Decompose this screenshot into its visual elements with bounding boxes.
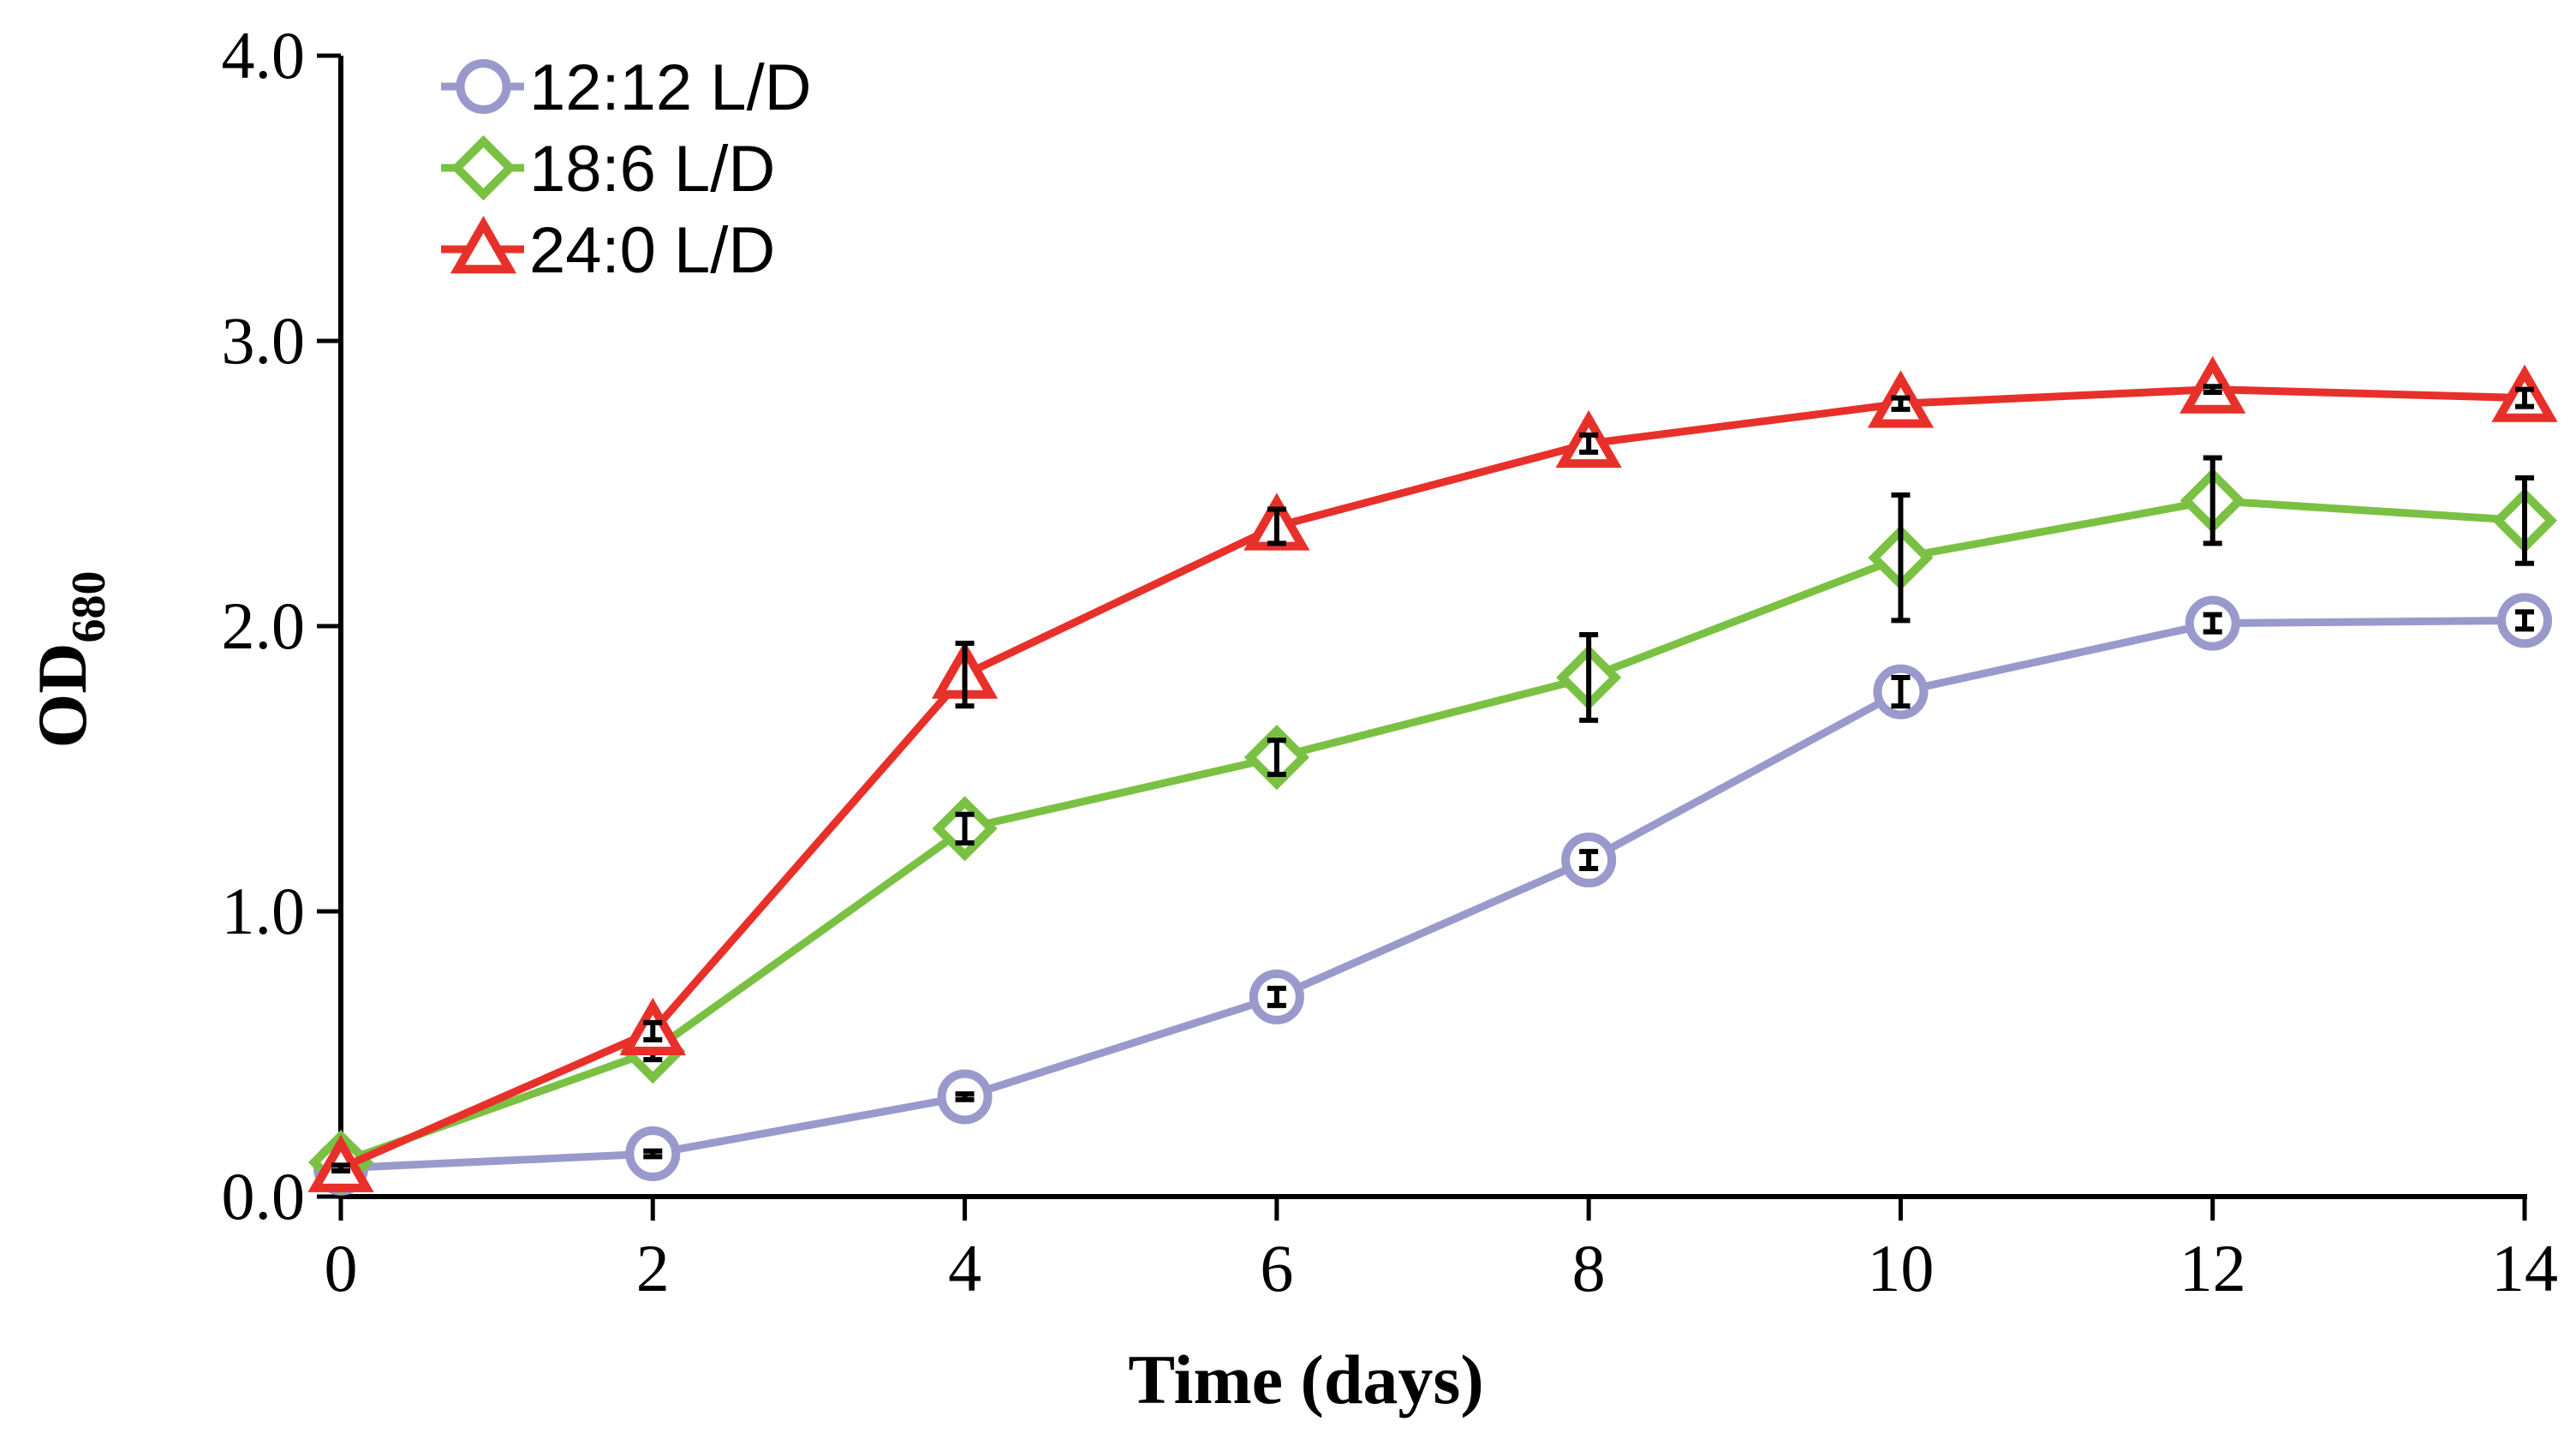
error-bar-18-6-l-d <box>2515 475 2534 566</box>
error-bar-12-12-l-d <box>1267 985 1286 1008</box>
legend-marker-diamond <box>450 134 516 201</box>
x-tick-label: 6 <box>1260 1231 1293 1305</box>
legend-entry-18-6-l-d: 18:6 L/D <box>441 133 775 206</box>
x-tick-label: 2 <box>636 1231 670 1305</box>
legend-entry-24-0-l-d: 24:0 L/D <box>441 214 775 287</box>
series-layer <box>307 355 2558 1196</box>
y-tick-label: 3.0 <box>222 303 306 378</box>
error-bar-18-6-l-d <box>1579 631 1599 723</box>
series-12-12-l-d <box>313 593 2552 1196</box>
x-tick-label: 8 <box>1572 1231 1606 1305</box>
legend-label: 12:12 L/D <box>529 51 812 124</box>
series-18-6-l-d <box>307 455 2558 1196</box>
error-bar-18-6-l-d <box>1267 737 1286 778</box>
error-bar-24-0-l-d <box>2203 384 2222 395</box>
error-bar-12-12-l-d <box>643 1148 663 1160</box>
y-axis-title-subscript: 680 <box>63 571 116 643</box>
legend-marker-circle <box>456 59 511 114</box>
series-line-18-6-l-d <box>339 496 2525 1167</box>
y-axis-ticks: 0.0 1.0 2.0 3.0 4.0 <box>222 18 341 1233</box>
error-bar-24-0-l-d <box>643 1019 663 1042</box>
legend-marker-triangle <box>450 215 517 274</box>
error-bar-24-0-l-d <box>1891 395 1911 412</box>
error-bar-18-6-l-d <box>1891 492 1911 624</box>
error-bar-12-12-l-d <box>2515 609 2534 632</box>
series-line-12-12-l-d <box>340 616 2525 1173</box>
x-axis-ticks: 0 2 4 6 8 10 12 14 <box>325 1197 2558 1305</box>
error-bar-24-0-l-d <box>331 1162 350 1174</box>
y-axis-title-main: OD <box>23 643 101 749</box>
legend: 12:12 L/D 18:6 L/D 24:0 L/D <box>441 51 812 287</box>
series-line-24-0-l-d <box>339 385 2525 1172</box>
error-bar-18-6-l-d <box>955 811 975 846</box>
error-bar-24-0-l-d <box>955 640 975 709</box>
x-tick-label: 0 <box>325 1231 358 1305</box>
y-tick-label: 2.0 <box>222 588 306 663</box>
y-axis-title: OD680 <box>23 571 116 749</box>
x-axis-title: Time (days) <box>1128 1340 1483 1418</box>
legend-entry-12-12-l-d: 12:12 L/D <box>441 51 812 124</box>
error-bar-24-0-l-d <box>1267 506 1286 546</box>
y-tick-label: 0.0 <box>222 1159 306 1233</box>
y-tick-label: 4.0 <box>222 18 306 93</box>
y-tick-label: 1.0 <box>222 874 306 948</box>
error-bar-12-12-l-d <box>955 1091 975 1102</box>
legend-label: 24:0 L/D <box>529 214 775 287</box>
series-24-0-l-d <box>307 355 2558 1192</box>
x-tick-label: 10 <box>1867 1231 1934 1305</box>
error-bar-24-0-l-d <box>1579 432 1599 455</box>
error-bar-12-12-l-d <box>2203 612 2222 635</box>
error-bar-12-12-l-d <box>1891 674 1911 709</box>
x-tick-label: 14 <box>2491 1231 2558 1305</box>
error-bar-12-12-l-d <box>1579 849 1599 872</box>
error-bar-18-6-l-d <box>2203 455 2222 546</box>
x-tick-label: 12 <box>2179 1231 2246 1305</box>
svg-text:OD680: OD680 <box>23 571 116 749</box>
legend-label: 18:6 L/D <box>529 133 775 206</box>
error-bar-24-0-l-d <box>2515 386 2534 409</box>
x-tick-label: 4 <box>948 1231 981 1305</box>
